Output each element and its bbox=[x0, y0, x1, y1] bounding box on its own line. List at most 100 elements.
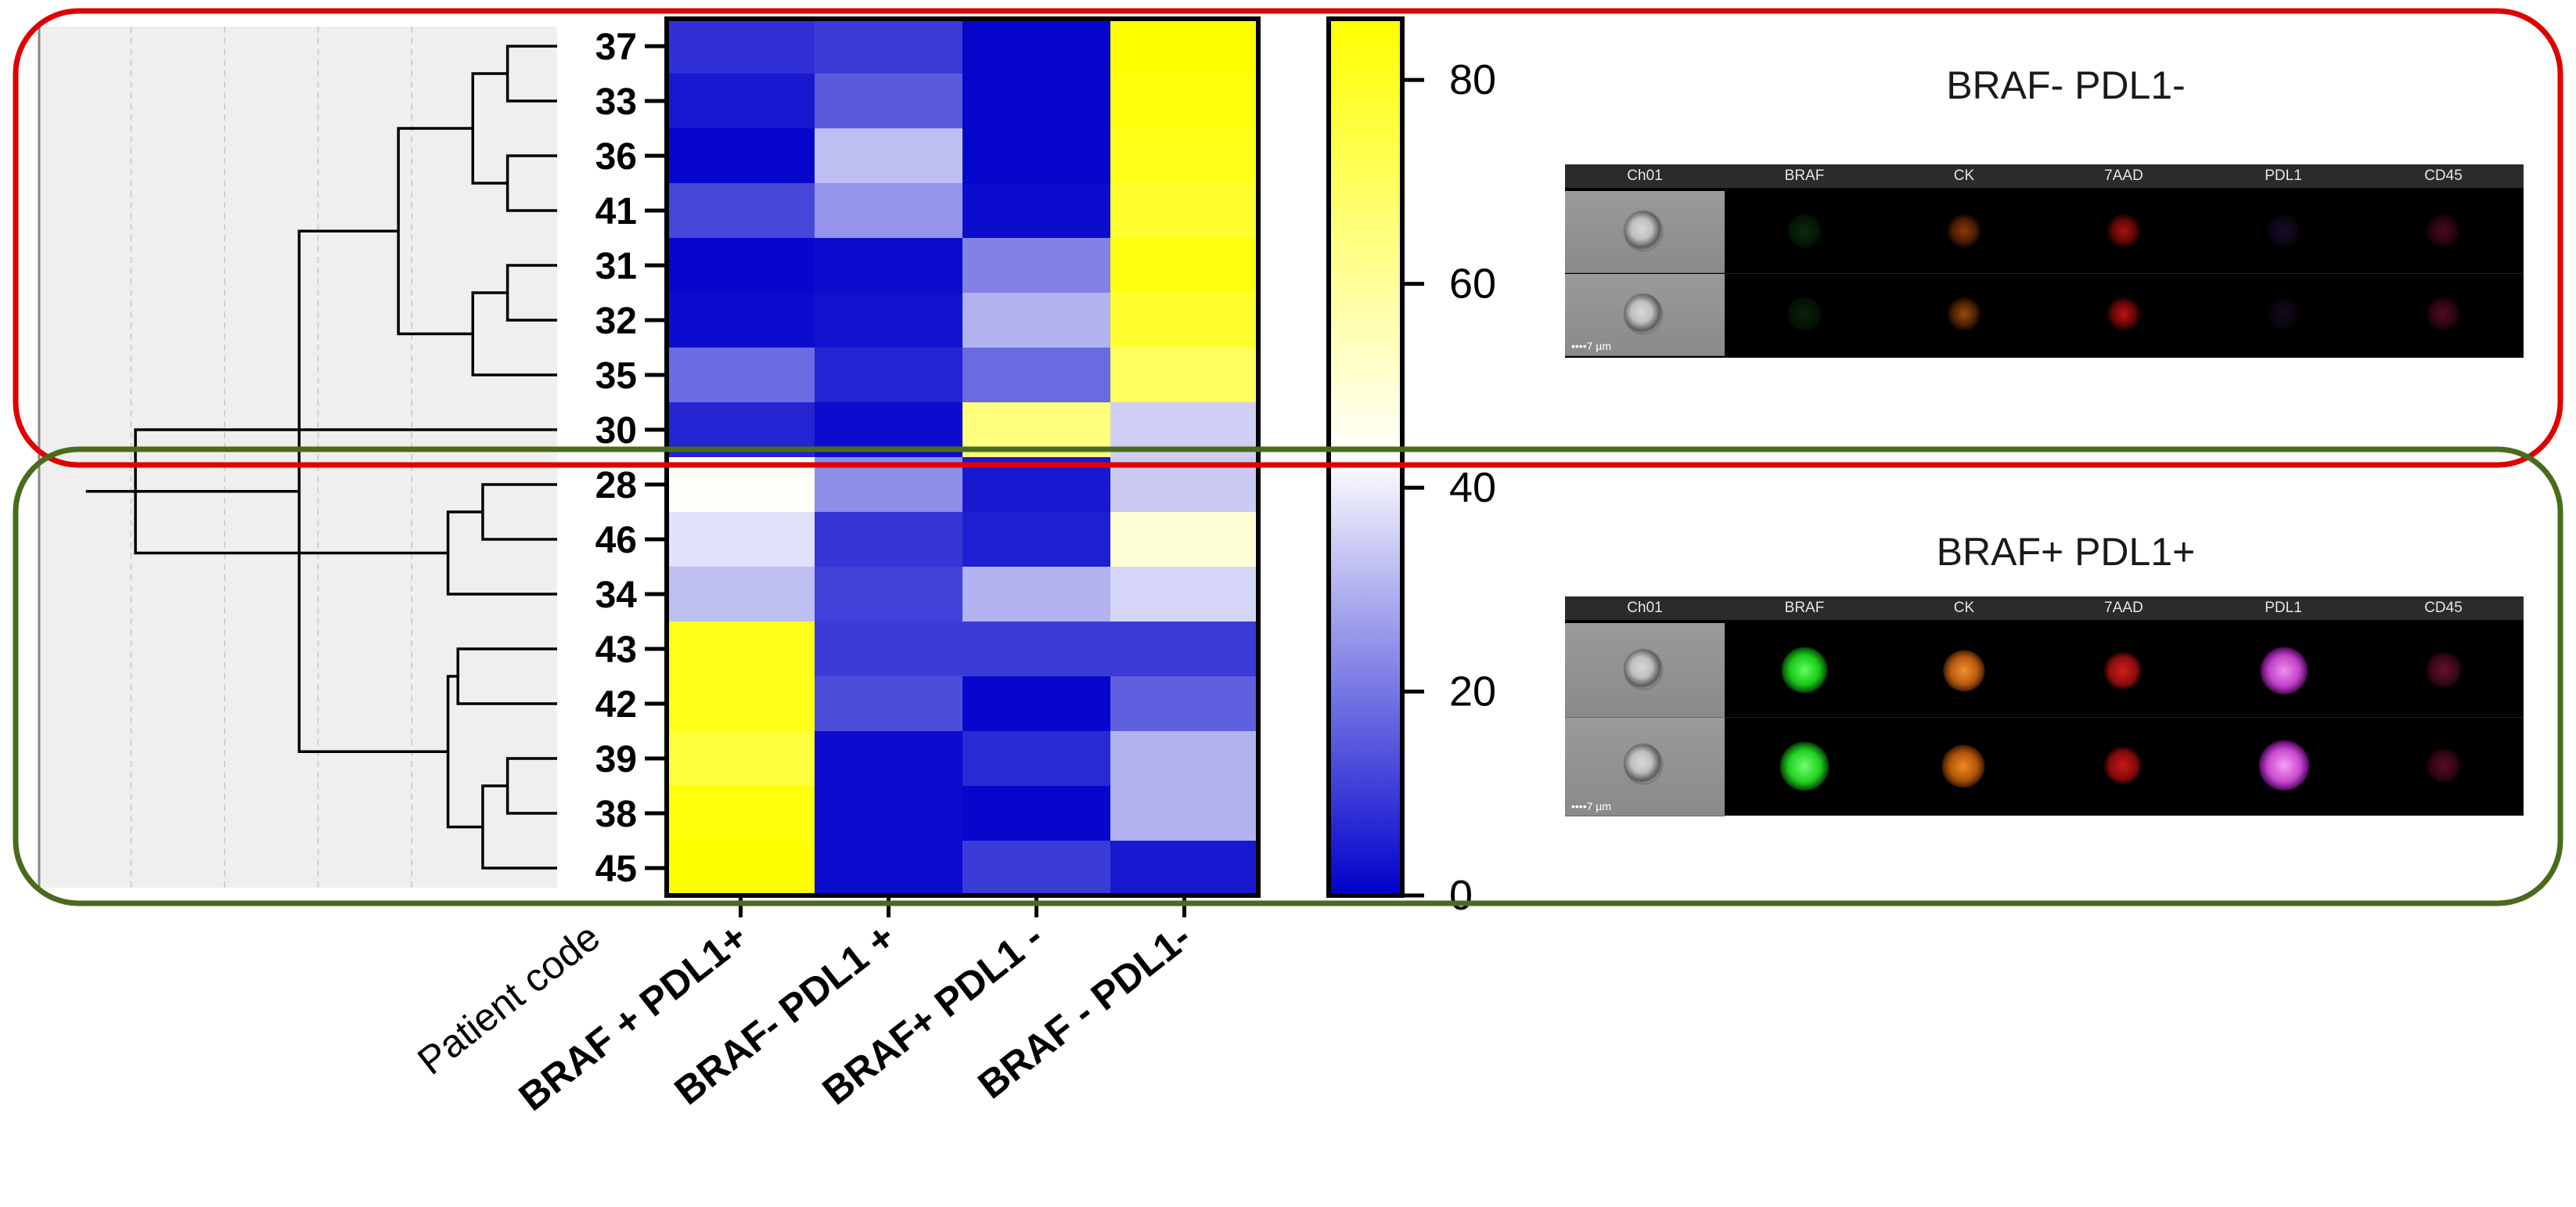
row-label: 32 bbox=[595, 301, 637, 342]
pdl1-signal bbox=[2265, 213, 2301, 249]
cd45-signal bbox=[2425, 296, 2461, 332]
row-label: 34 bbox=[595, 575, 638, 616]
pdl1-signal bbox=[2260, 647, 2308, 695]
scale-bar-label: ••••7 µm bbox=[1571, 340, 1612, 352]
heatmap-cell bbox=[815, 841, 963, 896]
scale-bar-label: ••••7 µm bbox=[1571, 800, 1612, 812]
colorbar-tick-label: 80 bbox=[1449, 56, 1496, 103]
row-label: 45 bbox=[595, 849, 637, 890]
brightfield-image bbox=[1565, 191, 1725, 273]
channel-label: PDL1 bbox=[2265, 600, 2302, 616]
ck-signal bbox=[1946, 296, 1982, 332]
heatmap-cell bbox=[962, 238, 1111, 294]
ck-signal bbox=[1941, 744, 1985, 788]
row-label: 39 bbox=[595, 739, 637, 780]
heatmap-cell bbox=[815, 348, 963, 403]
ck-signal bbox=[1946, 213, 1982, 249]
cd45-signal bbox=[2425, 213, 2461, 249]
7aad-signal bbox=[2103, 651, 2142, 690]
heatmap-cell bbox=[962, 183, 1111, 239]
bottom-image-strip: Ch01 BRAF CK 7AAD PDL1 CD45 ••••7 µm bbox=[1565, 596, 2524, 816]
heatmap-cell bbox=[667, 731, 815, 787]
heatmap-cell bbox=[1110, 567, 1259, 622]
heatmap-cell bbox=[815, 676, 963, 732]
row-label: 43 bbox=[595, 629, 637, 671]
heatmap-cell bbox=[1110, 841, 1259, 896]
dendrogram-background bbox=[38, 27, 557, 888]
heatmap-cell bbox=[667, 622, 815, 677]
row-label: 33 bbox=[595, 81, 637, 123]
heatmap-cell bbox=[962, 512, 1111, 567]
heatmap-cell bbox=[667, 786, 815, 841]
heatmap-cell bbox=[1110, 183, 1259, 239]
heatmap-cell bbox=[815, 183, 963, 239]
heatmap-cell bbox=[815, 786, 963, 841]
heatmap-cell bbox=[815, 128, 963, 184]
heatmap-cell bbox=[667, 183, 815, 239]
heatmap-cell bbox=[815, 238, 963, 294]
heatmap-cell bbox=[962, 841, 1111, 896]
heatmap-cell bbox=[667, 293, 815, 348]
heatmap-cell bbox=[667, 238, 815, 294]
row-label: 38 bbox=[595, 794, 637, 835]
cell-image-row bbox=[1565, 191, 2524, 273]
heatmap-cell bbox=[667, 128, 815, 184]
channel-label: Ch01 bbox=[1627, 168, 1663, 184]
heatmap-cell bbox=[1110, 512, 1259, 567]
heatmap-cell bbox=[962, 74, 1111, 129]
heatmap-cell bbox=[815, 731, 963, 787]
heatmap-cell bbox=[667, 348, 815, 403]
braf-signal bbox=[1786, 213, 1822, 249]
colorbar-tick-label: 40 bbox=[1449, 464, 1496, 511]
heatmap-cell bbox=[1110, 238, 1259, 294]
row-label: 30 bbox=[595, 410, 637, 452]
brightfield-image bbox=[1565, 623, 1725, 718]
heatmap-cell bbox=[1110, 786, 1259, 841]
heatmap-cell bbox=[667, 676, 815, 732]
heatmap-cell bbox=[815, 567, 963, 622]
heatmap-cell bbox=[815, 74, 963, 129]
row-label: 31 bbox=[595, 246, 637, 287]
7aad-signal bbox=[2106, 296, 2142, 332]
heatmap-cell bbox=[667, 841, 815, 896]
heatmap-cell bbox=[815, 512, 963, 567]
row-label: 41 bbox=[595, 191, 637, 232]
cd45-signal bbox=[2425, 651, 2463, 689]
top-image-strip: Ch01 BRAF CK 7AAD PDL1 CD45 ••••7 µm bbox=[1565, 164, 2524, 358]
colorbar-tick-label: 60 bbox=[1449, 261, 1496, 308]
heatmap-cell bbox=[962, 622, 1111, 677]
channel-label: BRAF bbox=[1784, 600, 1825, 616]
row-label: 42 bbox=[595, 684, 637, 726]
cd45-signal bbox=[2426, 748, 2462, 784]
heatmap-cell bbox=[1110, 19, 1259, 74]
pdl1-signal bbox=[2265, 296, 2301, 332]
heatmap-cell bbox=[1110, 622, 1259, 677]
braf-signal bbox=[1786, 296, 1822, 332]
channel-label: 7AAD bbox=[2104, 168, 2143, 184]
colorbar-tick-label: 20 bbox=[1449, 668, 1496, 715]
channel-label: CD45 bbox=[2424, 600, 2463, 616]
heatmap-cell bbox=[962, 128, 1111, 184]
channel-label: 7AAD bbox=[2104, 600, 2143, 616]
channel-label: BRAF bbox=[1784, 168, 1825, 184]
row-label: 46 bbox=[595, 520, 637, 561]
heatmap-cell bbox=[815, 19, 963, 74]
bottom-panel-title: BRAF+ PDL1+ bbox=[1936, 530, 2196, 574]
heatmap-cell bbox=[815, 622, 963, 677]
channel-label: PDL1 bbox=[2265, 168, 2302, 184]
heatmap-cell bbox=[962, 786, 1111, 841]
channel-label: Ch01 bbox=[1627, 600, 1663, 616]
heatmap-cell bbox=[1110, 74, 1259, 129]
heatmap-cell bbox=[962, 19, 1111, 74]
heatmap-cell bbox=[962, 348, 1111, 403]
heatmap-cell bbox=[1110, 676, 1259, 732]
row-label: 36 bbox=[595, 136, 637, 178]
heatmap-cell bbox=[1110, 348, 1259, 403]
colorbar-frame bbox=[1326, 16, 1405, 898]
heatmap-cell bbox=[815, 293, 963, 348]
brightfield-image: ••••7 µm bbox=[1565, 274, 1725, 356]
channel-label: CK bbox=[1953, 168, 1975, 184]
heatmap-cell bbox=[1110, 128, 1259, 184]
